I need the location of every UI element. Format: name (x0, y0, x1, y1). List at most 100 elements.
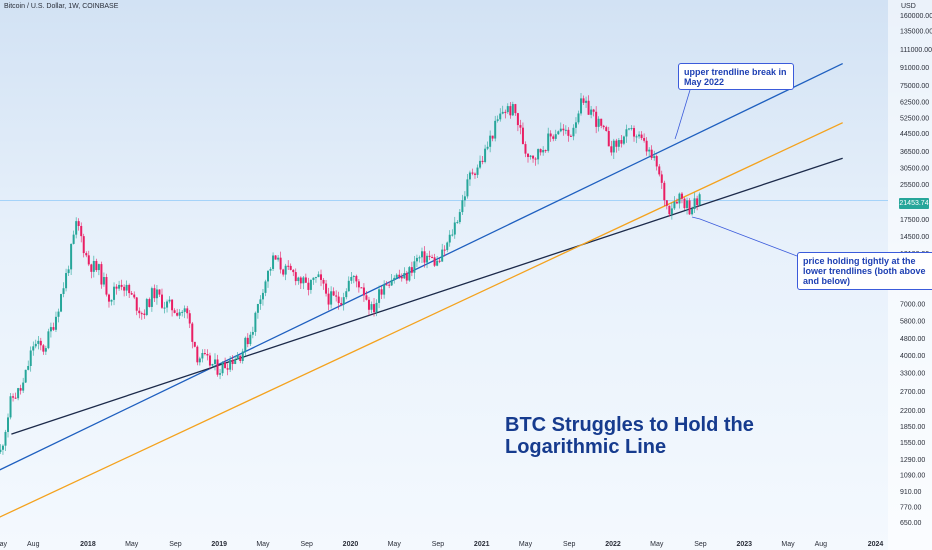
candle-body (663, 182, 666, 201)
x-tick-label: May (125, 541, 139, 548)
candle-body (562, 128, 565, 131)
candle-body (294, 272, 297, 282)
candle-body (607, 131, 610, 147)
x-tick-label: 2018 (80, 541, 96, 548)
candle-body (138, 310, 141, 314)
candle-body (670, 208, 673, 215)
candle-body (130, 293, 133, 295)
current-price-badge: 21453.74 (899, 198, 929, 209)
candle-body (148, 299, 151, 307)
candle-body (569, 135, 572, 137)
candle-body (453, 222, 456, 235)
y-tick-label: 1290.00 (900, 457, 925, 464)
candle-body (97, 264, 100, 271)
candle-body (221, 362, 224, 374)
candle-body (246, 337, 249, 345)
candle-body (39, 340, 42, 346)
candle-body (203, 353, 206, 355)
candle-body (665, 200, 668, 206)
y-tick-label: 17500.00 (900, 217, 929, 224)
x-tick-label: Sep (694, 541, 707, 548)
candle-body (433, 257, 436, 266)
x-tick-label: 2023 (736, 541, 752, 548)
candle-body (673, 201, 676, 209)
candle-body (178, 312, 181, 316)
candle-body (572, 127, 575, 137)
candle-body (446, 242, 449, 251)
candle-body (456, 222, 459, 224)
candle-body (627, 128, 630, 130)
candle-body (635, 136, 638, 138)
candle-body (82, 236, 85, 254)
candle-body (42, 345, 45, 352)
candle-body (489, 135, 492, 147)
candle-body (557, 131, 560, 135)
candle-body (47, 331, 50, 349)
candle-body (640, 134, 643, 139)
candle-body (504, 111, 507, 113)
candle-body (448, 234, 451, 243)
candle-body (77, 221, 80, 226)
candle-body (602, 125, 605, 128)
callout-lower-trendlines: price holding tightly at the lower trend… (797, 252, 932, 290)
x-tick-label: 2022 (605, 541, 621, 548)
candle-body (415, 257, 418, 262)
candle-body (526, 153, 529, 157)
candle-body (19, 388, 22, 391)
candle-body (418, 257, 421, 259)
candle-body (554, 134, 557, 139)
y-tick-label: 2200.00 (900, 408, 925, 415)
trendline-middle (11, 157, 843, 435)
y-tick-label: 160000.00 (900, 13, 932, 20)
y-tick-label: 2700.00 (900, 389, 925, 396)
y-tick-label: 135000.00 (900, 29, 932, 36)
candle-body (87, 255, 90, 265)
candle-body (643, 138, 646, 141)
candle-body (22, 382, 25, 391)
candle-body (688, 200, 691, 215)
y-tick-label: 36500.00 (900, 149, 929, 156)
y-tick-label: 4800.00 (900, 336, 925, 343)
candle-body (17, 388, 20, 399)
candle-body (473, 173, 476, 175)
candle-body (49, 327, 52, 332)
candle-body (302, 277, 305, 284)
candle-body (410, 267, 413, 273)
candle-body (7, 417, 10, 432)
candle-body (698, 194, 701, 206)
candle-body (625, 129, 628, 137)
candle-body (395, 274, 398, 278)
candle-body (615, 140, 618, 147)
x-tick-label: Sep (300, 541, 313, 548)
candle-body (420, 251, 423, 258)
candle-body (196, 346, 199, 363)
candle-body (509, 106, 512, 116)
headline: BTC Struggles to Hold the Logarithmic Li… (505, 414, 754, 458)
candle-body (128, 284, 131, 294)
candle-body (645, 140, 648, 152)
candle-body (476, 167, 479, 175)
candle-body (365, 295, 368, 300)
candle-body (307, 282, 310, 290)
candle-body (153, 288, 156, 299)
candle-body (241, 351, 244, 361)
candle-body (612, 140, 615, 153)
candle-body (461, 200, 464, 213)
candle-body (597, 118, 600, 127)
candle-body (620, 140, 623, 144)
candle-body (277, 257, 280, 260)
candle-body (314, 277, 317, 279)
candle-body (145, 299, 148, 315)
candle-body (158, 289, 161, 295)
x-tick-label: May (781, 541, 795, 548)
axis-unit-label: USD (901, 3, 916, 10)
candle-body (539, 149, 542, 153)
candle-body (254, 312, 257, 332)
candle-body (345, 291, 348, 298)
candle-body (239, 355, 242, 361)
candle-body (393, 277, 396, 281)
x-tick-label: Aug (27, 541, 40, 548)
callout-upper-line-1: upper trendline break in (684, 67, 787, 77)
candle-body (360, 287, 363, 289)
